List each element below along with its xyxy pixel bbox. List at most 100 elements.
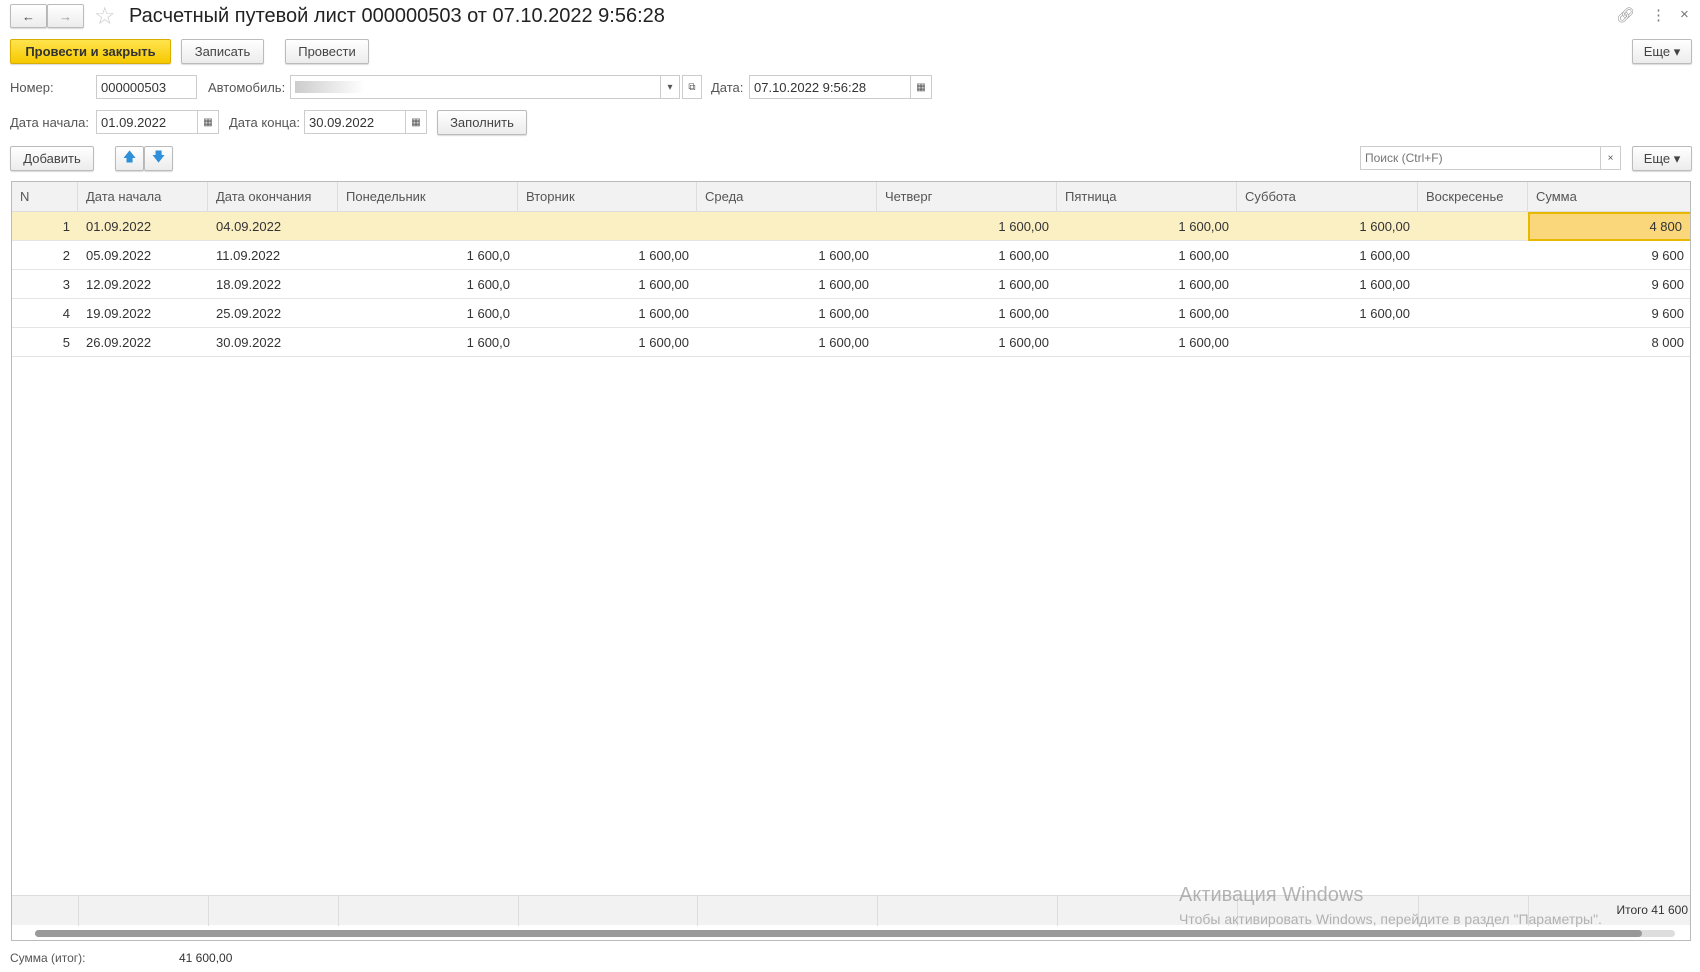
horizontal-scrollbar[interactable] (35, 930, 1675, 937)
table-cell[interactable]: 26.09.2022 (86, 335, 152, 350)
table-cell[interactable]: 01.09.2022 (86, 219, 152, 234)
table-row[interactable]: 3 12.09.2022 18.09.2022 1 600,0 1 600,00 1 60… (12, 270, 1690, 299)
post-and-close-button[interactable]: Провести и закрыть (10, 39, 171, 64)
table-row[interactable]: 5 26.09.2022 30.09.2022 1 600,0 1 600,00 1 60… (12, 328, 1690, 357)
menu-icon[interactable]: ⋮ (1651, 7, 1666, 24)
start-date-field[interactable]: 01.09.2022 (96, 110, 198, 134)
table-cell[interactable]: 25.09.2022 (216, 306, 282, 321)
table-row[interactable]: 1 01.09.2022 04.09.2022 1 600,00 1 600,00 1 6… (12, 212, 1690, 241)
search-input[interactable] (1360, 146, 1601, 170)
car-field[interactable] (290, 75, 661, 99)
table-cell[interactable]: 1 600,00 (818, 248, 869, 263)
column-header[interactable]: Пятница (1057, 182, 1237, 212)
table-cell[interactable]: 1 600,00 (638, 277, 689, 292)
table-cell[interactable]: 1 600,0 (466, 277, 510, 292)
table-cell[interactable]: 9 600 (1651, 306, 1684, 321)
table-cell[interactable]: 1 600,00 (1359, 219, 1410, 234)
column-header[interactable]: Среда (697, 182, 877, 212)
table-cell[interactable] (1418, 212, 1528, 241)
table-row[interactable]: 4 19.09.2022 25.09.2022 1 600,0 1 600,00 1 60… (12, 299, 1690, 328)
table-cell[interactable]: 2 (62, 248, 70, 263)
table-cell[interactable]: 1 600,0 (466, 248, 510, 263)
table-cell[interactable]: 12.09.2022 (86, 277, 152, 292)
table-cell[interactable]: 1 600,00 (638, 335, 689, 350)
table-cell[interactable]: 1 600,00 (818, 335, 869, 350)
table-cell[interactable]: 1 600,00 (1178, 277, 1229, 292)
table-cell[interactable]: 1 600,00 (998, 219, 1049, 234)
table-cell[interactable]: 4 (62, 306, 70, 321)
table-cell[interactable]: 1 600,00 (638, 306, 689, 321)
table-cell[interactable]: 3 (62, 277, 70, 292)
table-row[interactable]: 2 05.09.2022 11.09.2022 1 600,0 1 600,00 1 60… (12, 241, 1690, 270)
table-cell[interactable]: 5 (62, 335, 70, 350)
table-cell[interactable]: 1 600,00 (1359, 306, 1410, 321)
table-cell[interactable]: 4 800 (1528, 212, 1690, 241)
table-cell[interactable]: 1 600,00 (998, 335, 1049, 350)
column-header[interactable]: Понедельник (338, 182, 518, 212)
table-cell[interactable]: 9 600 (1651, 248, 1684, 263)
table-cell[interactable] (518, 212, 697, 241)
start-calendar-icon[interactable]: ▦ (197, 110, 219, 134)
search-clear-icon[interactable]: × (1600, 146, 1621, 170)
table-cell[interactable]: 18.09.2022 (216, 277, 282, 292)
table-cell[interactable] (1418, 328, 1528, 357)
favorite-star-icon[interactable]: ☆ (94, 3, 116, 30)
fill-button[interactable]: Заполнить (437, 110, 527, 135)
column-header[interactable]: Дата окончания (208, 182, 338, 212)
table-cell[interactable] (338, 212, 518, 241)
table-cell[interactable]: 1 600,00 (1178, 306, 1229, 321)
column-header[interactable]: Четверг (877, 182, 1057, 212)
table-cell[interactable]: 1 600,00 (818, 277, 869, 292)
table-cell[interactable]: 04.09.2022 (216, 219, 282, 234)
more-button[interactable]: Еще ▾ (1632, 39, 1692, 64)
table-cell[interactable]: 1 600,00 (998, 248, 1049, 263)
move-down-button[interactable]: 🡇 (144, 146, 173, 171)
post-button[interactable]: Провести (285, 39, 369, 64)
column-header[interactable]: Сумма (1528, 182, 1690, 212)
table-cell[interactable]: 1 600,00 (1178, 335, 1229, 350)
save-button[interactable]: Записать (181, 39, 264, 64)
table-cell[interactable]: 1 600,0 (466, 306, 510, 321)
table-cell[interactable] (1418, 270, 1528, 299)
table-cell[interactable] (1418, 241, 1528, 270)
table-cell[interactable]: 1 600,00 (998, 277, 1049, 292)
forward-button[interactable]: → (47, 4, 84, 28)
table-cell[interactable] (697, 212, 877, 241)
table-cell[interactable]: 1 600,00 (998, 306, 1049, 321)
table-cell[interactable]: 11.09.2022 (216, 248, 281, 263)
column-header[interactable]: Вторник (518, 182, 697, 212)
add-button[interactable]: Добавить (10, 146, 94, 171)
table-cell[interactable] (1237, 328, 1418, 357)
end-calendar-icon[interactable]: ▦ (405, 110, 427, 134)
back-button[interactable]: ← (10, 4, 47, 28)
calendar-icon[interactable]: ▦ (910, 75, 932, 99)
end-date-field[interactable]: 30.09.2022 (304, 110, 406, 134)
table-cell[interactable]: 1 (62, 219, 70, 234)
table-more-button[interactable]: Еще ▾ (1632, 146, 1692, 171)
table-cell[interactable]: 1 600,00 (818, 306, 869, 321)
table-cell[interactable]: 9 600 (1651, 277, 1684, 292)
table-cell[interactable]: 8 000 (1651, 335, 1684, 350)
column-header[interactable]: Воскресенье (1418, 182, 1528, 212)
column-header[interactable]: Суббота (1237, 182, 1418, 212)
close-icon[interactable]: × (1680, 6, 1689, 23)
table-cell[interactable]: 1 600,00 (1359, 248, 1410, 263)
table-cell[interactable]: 1 600,00 (1359, 277, 1410, 292)
move-up-button[interactable]: 🡅 (115, 146, 144, 171)
car-open-button[interactable]: ⧉ (682, 75, 702, 99)
car-dropdown-button[interactable]: ▾ (660, 75, 680, 99)
table-cell[interactable]: 1 600,00 (638, 248, 689, 263)
scrollbar-thumb[interactable] (35, 930, 1643, 937)
table-cell[interactable]: 1 600,00 (1178, 248, 1229, 263)
table-cell[interactable]: 1 600,0 (466, 335, 510, 350)
date-field[interactable]: 07.10.2022 9:56:28 (749, 75, 911, 99)
link-icon[interactable]: 🔗︎ (1616, 7, 1636, 24)
number-field[interactable]: 000000503 (96, 75, 197, 99)
table-cell[interactable]: 30.09.2022 (216, 335, 282, 350)
table-cell[interactable]: 05.09.2022 (86, 248, 152, 263)
column-header[interactable]: Дата начала (78, 182, 208, 212)
table-cell[interactable]: 19.09.2022 (86, 306, 152, 321)
table-cell[interactable] (1418, 299, 1528, 328)
column-header[interactable]: N (12, 182, 78, 212)
table-cell[interactable]: 1 600,00 (1178, 219, 1229, 234)
